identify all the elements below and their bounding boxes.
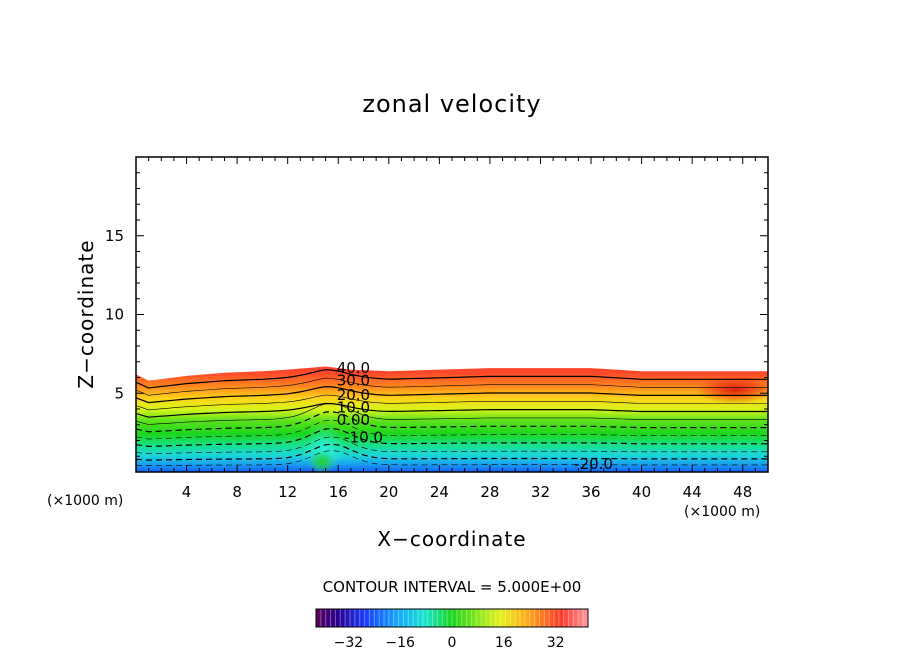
x-tick-label: 24	[430, 483, 449, 501]
green-anomaly-blob	[308, 450, 336, 472]
contour-label: 30.0	[337, 372, 370, 390]
y-tick-labels: 5 10 15	[105, 227, 124, 403]
x-tick-label: 8	[232, 483, 242, 501]
x-tick-label: 32	[531, 483, 550, 501]
x-tick-label: 4	[182, 483, 192, 501]
jet-core-blob	[695, 376, 768, 404]
colorbar: −32 −16 0 16 32	[315, 608, 589, 651]
y-tick-label: 15	[105, 227, 124, 245]
x-tick-label: 20	[379, 483, 398, 501]
velocity-field-fill	[136, 366, 768, 472]
colorbar-segments	[320, 609, 584, 627]
colorbar-frame	[315, 608, 589, 628]
colorbar-tick-label: 16	[495, 635, 513, 651]
colorbar-fill	[316, 609, 588, 627]
contour-line	[136, 377, 768, 396]
colorbar-tick-label: 32	[547, 635, 565, 651]
x-unit-right: (×1000 m)	[684, 504, 760, 520]
contour-line	[136, 427, 768, 448]
y-axis-label: Z−coordinate	[74, 239, 98, 388]
contour-line	[136, 450, 768, 466]
contour-labels: 40.030.020.010.00.00-10.0 -20.0	[337, 359, 613, 473]
axis-ticks	[136, 157, 768, 472]
contour-line	[136, 385, 768, 404]
x-tick-label: 16	[329, 483, 348, 501]
x-axis-label: X−coordinate	[377, 527, 526, 551]
contour-line	[136, 411, 768, 433]
contour-lines	[136, 369, 768, 466]
y-tick-label: 5	[114, 384, 124, 402]
contour-label: 0.00	[337, 411, 370, 429]
colorbar-tick-label: −32	[334, 635, 364, 651]
chart-title: zonal velocity	[362, 90, 541, 118]
contour-line	[136, 419, 768, 440]
colorbar-tick-label: 0	[448, 635, 457, 651]
contour-label: 40.0	[337, 359, 370, 377]
x-unit-left: (×1000 m)	[47, 493, 123, 509]
contour-line	[136, 403, 768, 425]
x-tick-label: 12	[278, 483, 297, 501]
contour-label: 10.0	[337, 398, 370, 416]
y-tick-label: 10	[105, 306, 124, 324]
x-tick-label: 48	[733, 483, 752, 501]
contour-line	[136, 369, 768, 389]
x-tick-labels: 4 8 12 16 20 24 28 32 36 40 44 48	[182, 483, 752, 501]
x-tick-label: 36	[581, 483, 600, 501]
contour-line	[136, 443, 768, 461]
x-tick-label: 40	[632, 483, 651, 501]
contour-label: 20.0	[337, 386, 370, 404]
contour-line	[136, 436, 768, 455]
contour-label: -10.0	[344, 428, 383, 446]
velocity-field	[136, 366, 768, 472]
contour-line	[136, 402, 768, 418]
contour-interval-text: CONTOUR INTERVAL = 5.000E+00	[323, 578, 582, 596]
contour-label: -20.0	[574, 455, 613, 473]
colorbar-tick-labels: −32 −16 0 16 32	[334, 635, 565, 651]
contour-line	[136, 394, 768, 411]
colorbar-tick-label: −16	[385, 635, 415, 651]
x-tick-label: 28	[480, 483, 499, 501]
x-tick-label: 44	[683, 483, 702, 501]
